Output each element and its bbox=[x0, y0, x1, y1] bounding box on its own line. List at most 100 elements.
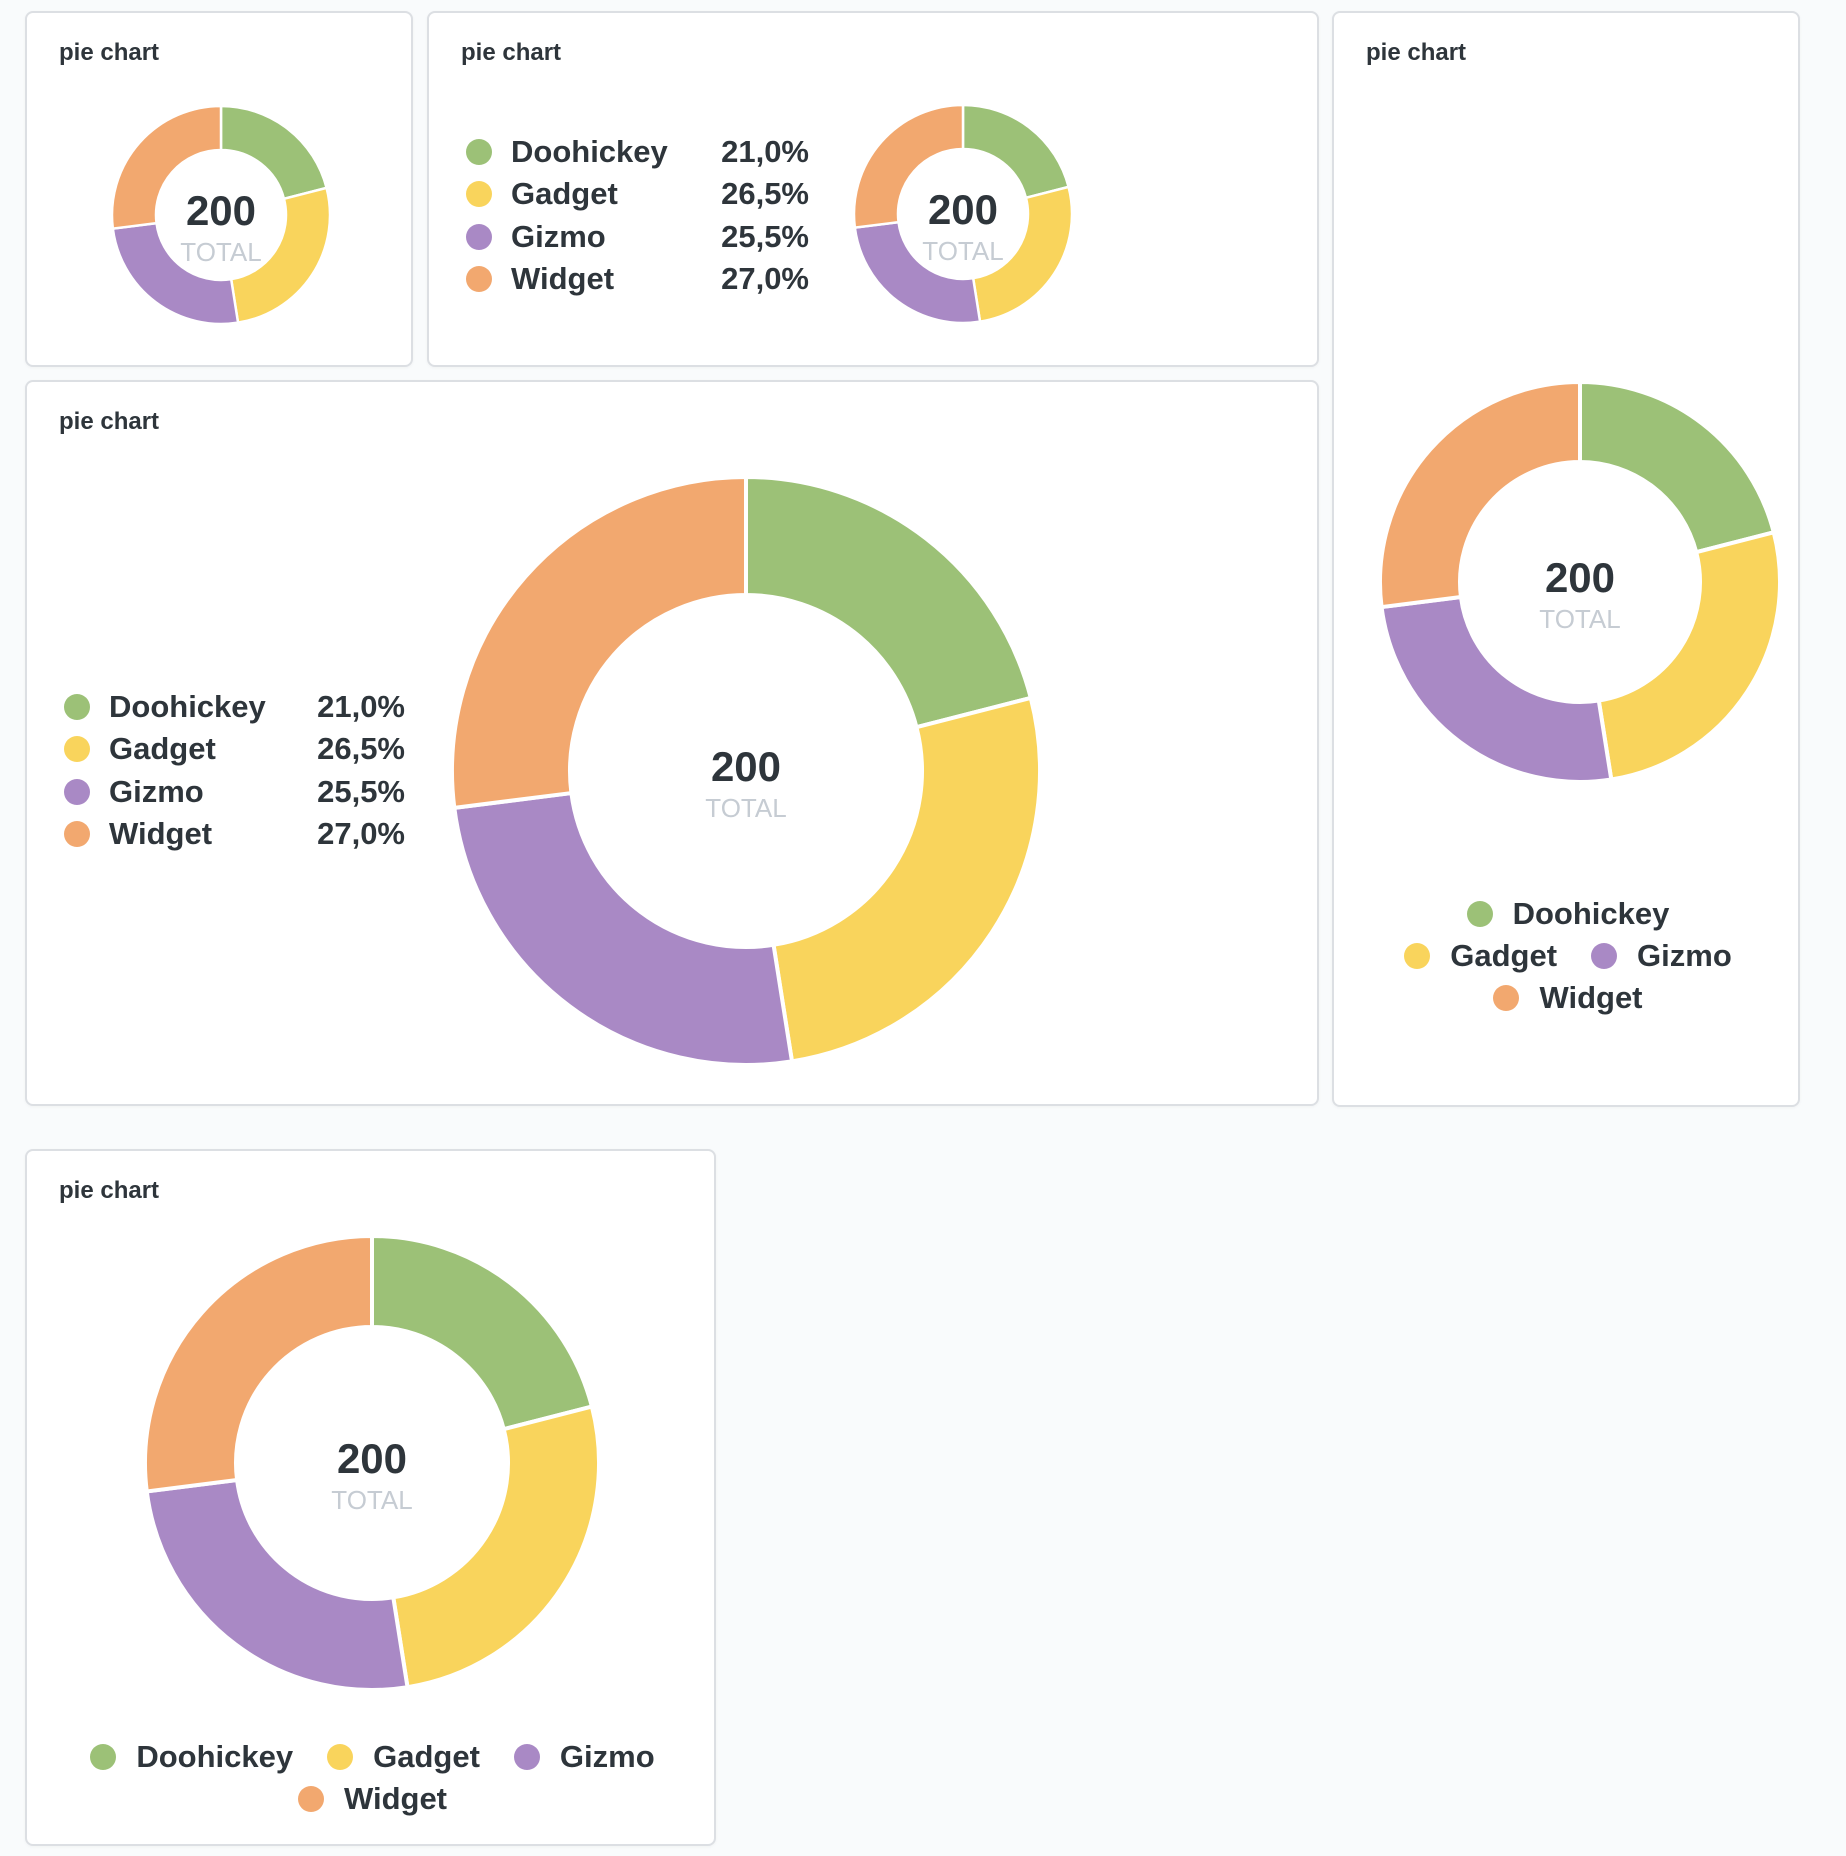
legend-label: Doohickey bbox=[511, 134, 668, 169]
slice-doohickey[interactable] bbox=[219, 104, 329, 201]
legend-dot-icon bbox=[1493, 985, 1520, 1011]
legend-label: Gizmo bbox=[559, 1739, 655, 1774]
total-value: 200 bbox=[711, 743, 781, 790]
slice-gadget[interactable] bbox=[390, 1404, 601, 1690]
legend-percent: 27,0% bbox=[721, 260, 809, 296]
total-label: TOTAL bbox=[705, 793, 786, 823]
slice-gizmo[interactable] bbox=[144, 1477, 410, 1692]
slice-widget[interactable] bbox=[1378, 379, 1582, 610]
legend-item-widget[interactable]: Widget 27,0% bbox=[64, 814, 405, 854]
slice-gizmo[interactable] bbox=[452, 790, 795, 1067]
legend-item-widget[interactable]: Widget bbox=[1493, 977, 1643, 1019]
legend-label: Widget bbox=[343, 1781, 448, 1816]
legend-dot-icon bbox=[64, 736, 90, 763]
total-value: 200 bbox=[186, 187, 256, 234]
legend-item-gizmo[interactable]: Gizmo bbox=[1591, 935, 1732, 977]
total-value: 200 bbox=[1545, 554, 1615, 601]
legend-row: Gadget Gizmo bbox=[1387, 935, 1749, 977]
legend-label: Gizmo bbox=[1637, 938, 1732, 973]
legend-item-widget[interactable]: Widget bbox=[297, 1778, 448, 1820]
dashboard-card-3[interactable]: pie chart 200 TOTAL Doohickey Gadget Gizmo W… bbox=[1332, 11, 1800, 1107]
legend-label: Widget bbox=[109, 815, 213, 851]
dashboard-card-5[interactable]: pie chart 200 TOTAL Doohickey Gadget Gizmo W… bbox=[25, 1149, 716, 1846]
legend-item-widget[interactable]: Widget 27,0% bbox=[466, 259, 809, 299]
legend-item-doohickey[interactable]: Doohickey 21,0% bbox=[64, 687, 405, 727]
legend-dot-icon bbox=[1466, 901, 1493, 927]
total-label: TOTAL bbox=[1539, 604, 1620, 634]
legend-dot-icon bbox=[64, 820, 90, 847]
card-title[interactable]: pie chart bbox=[1366, 39, 1467, 66]
legend: Doohickey Gadget Gizmo Widget bbox=[27, 1736, 718, 1820]
legend-dot-icon bbox=[1591, 943, 1618, 969]
legend-dot-icon bbox=[466, 223, 492, 250]
legend-row: Widget bbox=[281, 1778, 464, 1820]
total-value: 200 bbox=[337, 1435, 407, 1482]
legend-dot-icon bbox=[466, 181, 492, 208]
legend-percent: 27,0% bbox=[317, 815, 405, 851]
legend-label: Doohickey bbox=[109, 689, 266, 724]
slice-widget[interactable] bbox=[852, 103, 965, 230]
legend-percent: 26,5% bbox=[317, 731, 405, 767]
legend-item-doohickey[interactable]: Doohickey 21,0% bbox=[466, 132, 809, 172]
legend-item-gadget[interactable]: Gadget 26,5% bbox=[466, 174, 809, 214]
legend-label: Widget bbox=[511, 260, 615, 296]
dashboard-card-2[interactable]: pie chart Doohickey 21,0% Gadget 26,5% Gizmo… bbox=[427, 11, 1319, 367]
legend-label: Gizmo bbox=[511, 218, 606, 254]
legend-dot-icon bbox=[64, 694, 90, 720]
legend-dot-icon bbox=[297, 1786, 324, 1812]
legend-label: Doohickey bbox=[1512, 896, 1670, 931]
slice-widget[interactable] bbox=[143, 1233, 374, 1494]
card-title[interactable]: pie chart bbox=[59, 408, 160, 435]
legend-item-gizmo[interactable]: Gizmo bbox=[513, 1736, 655, 1778]
slice-gizmo[interactable] bbox=[1379, 594, 1614, 784]
total-label: TOTAL bbox=[331, 1485, 412, 1515]
legend-item-gadget[interactable]: Gadget 26,5% bbox=[64, 729, 405, 769]
legend: Doohickey 21,0% Gadget 26,5% Gizmo 25,5% Widge… bbox=[64, 687, 405, 857]
slice-gadget[interactable] bbox=[771, 695, 1042, 1064]
card-title[interactable]: pie chart bbox=[59, 39, 160, 66]
legend-item-gizmo[interactable]: Gizmo 25,5% bbox=[466, 217, 809, 257]
legend-dot-icon bbox=[1404, 943, 1431, 969]
legend-label: Gadget bbox=[109, 731, 216, 767]
slice-doohickey[interactable] bbox=[961, 103, 1071, 200]
legend-dot-icon bbox=[64, 778, 90, 805]
slice-doohickey[interactable] bbox=[370, 1233, 595, 1432]
legend-item-doohickey[interactable]: Doohickey bbox=[1466, 893, 1670, 935]
total-label: TOTAL bbox=[922, 236, 1003, 266]
legend-percent: 25,5% bbox=[721, 218, 809, 254]
legend-percent: 25,5% bbox=[317, 773, 405, 809]
dashboard-card-4[interactable]: pie chart Doohickey 21,0% Gadget 26,5% Gizmo… bbox=[25, 380, 1319, 1106]
slice-gizmo[interactable] bbox=[111, 221, 240, 326]
legend-item-gizmo[interactable]: Gizmo 25,5% bbox=[64, 772, 405, 812]
legend-label: Gizmo bbox=[109, 773, 204, 809]
legend-percent: 21,0% bbox=[721, 134, 809, 169]
legend-item-gadget[interactable]: Gadget bbox=[1404, 935, 1557, 977]
slice-gadget[interactable] bbox=[1596, 529, 1782, 782]
legend-dot-icon bbox=[513, 1744, 540, 1770]
legend-dot-icon bbox=[466, 265, 492, 292]
legend-label: Widget bbox=[1539, 980, 1643, 1015]
legend-item-doohickey[interactable]: Doohickey bbox=[90, 1736, 293, 1778]
legend-row: Doohickey bbox=[1450, 893, 1687, 935]
legend-item-gadget[interactable]: Gadget bbox=[327, 1736, 480, 1778]
slice-doohickey[interactable] bbox=[744, 474, 1034, 730]
slice-doohickey[interactable] bbox=[1578, 379, 1777, 555]
legend-dot-icon bbox=[466, 139, 492, 165]
card-title[interactable]: pie chart bbox=[59, 1177, 160, 1204]
slice-gizmo[interactable] bbox=[853, 220, 982, 325]
total-label: TOTAL bbox=[180, 237, 261, 267]
legend: Doohickey 21,0% Gadget 26,5% Gizmo 25,5% Widge… bbox=[466, 132, 809, 302]
total-value: 200 bbox=[928, 186, 998, 233]
legend-label: Gadget bbox=[1450, 938, 1558, 973]
legend-percent: 26,5% bbox=[721, 176, 809, 212]
legend-label: Doohickey bbox=[136, 1739, 294, 1774]
slice-widget[interactable] bbox=[450, 474, 748, 811]
slice-widget[interactable] bbox=[110, 104, 223, 231]
legend-row: Doohickey Gadget Gizmo bbox=[73, 1736, 671, 1778]
dashboard-card-1[interactable]: pie chart 200 TOTAL bbox=[25, 11, 413, 367]
card-title[interactable]: pie chart bbox=[461, 39, 562, 66]
